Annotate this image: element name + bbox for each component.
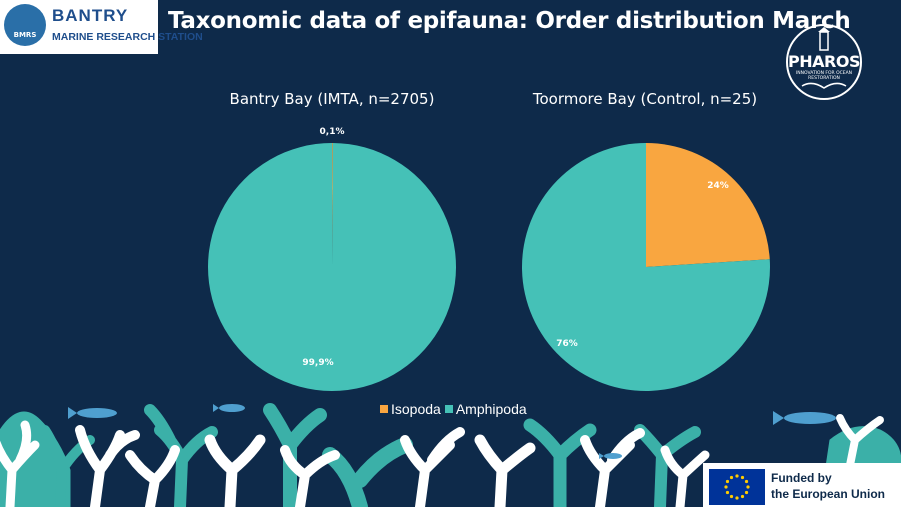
legend-swatch-isopoda <box>380 405 388 413</box>
eu-star-icon <box>724 485 728 489</box>
logo-name: BANTRY <box>52 6 129 25</box>
eu-star-icon <box>729 494 734 499</box>
pie-slice-amphipoda <box>208 143 457 391</box>
eu-flag-icon <box>709 469 765 505</box>
eu-star-icon <box>740 494 745 499</box>
bantry-logo: BMRS BANTRY MARINE RESEARCH STATION <box>0 0 203 54</box>
eu-star-icon <box>744 479 749 484</box>
eu-line-2: the European Union <box>771 487 885 501</box>
logo-mark-text: BMRS <box>13 31 37 39</box>
chart-legend: Isopoda Amphipoda <box>380 401 531 417</box>
eu-star-icon <box>735 496 739 500</box>
pie-slice-isopoda <box>646 143 770 267</box>
pie-title-bantry: Bantry Bay (IMTA, n=2705) <box>229 90 435 108</box>
fish-icon <box>784 412 836 424</box>
data-label-isopoda: 0,1% <box>320 127 345 137</box>
pie-slice-amphipoda <box>522 143 770 391</box>
pharos-name: PHAROS <box>788 52 860 71</box>
data-label-amphipoda: 76% <box>556 339 578 349</box>
data-label-isopoda: 24% <box>707 181 729 191</box>
legend-item-isopoda: Isopoda <box>380 401 441 417</box>
eu-star-icon <box>740 475 745 480</box>
legend-label-amphipoda: Amphipoda <box>455 401 527 417</box>
eu-line-1: Funded by <box>771 471 832 485</box>
fish-icon <box>604 453 622 459</box>
eu-star-icon <box>725 490 730 495</box>
fish-icon <box>77 408 117 418</box>
pie-title-toormore: Toormore Bay (Control, n=25) <box>532 90 758 108</box>
bantry-logo-mark: BMRS <box>4 4 46 46</box>
eu-star-icon <box>725 479 730 484</box>
eu-star-icon <box>735 474 739 478</box>
fish-icon <box>219 404 245 412</box>
data-label-amphipoda: 99,9% <box>302 358 333 368</box>
legend-item-amphipoda: Amphipoda <box>444 401 527 417</box>
eu-stars-icon <box>724 474 750 500</box>
logo-subtitle: MARINE RESEARCH STATION <box>52 31 203 43</box>
eu-star-icon <box>729 475 734 480</box>
eu-funding-text: Funded by the European Union <box>771 470 885 502</box>
eu-star-icon <box>744 490 749 495</box>
slide-title: Taxonomic data of epifauna: Order distri… <box>168 8 851 34</box>
legend-label-isopoda: Isopoda <box>391 401 441 417</box>
eu-star-icon <box>746 485 750 489</box>
lighthouse-icon <box>801 27 847 89</box>
pharos-tagline: INNOVATION FOR OCEAN RESTORATION <box>795 71 853 81</box>
pie-slice-isopoda <box>332 143 333 267</box>
pharos-logo: PHAROS INNOVATION FOR OCEAN RESTORATION <box>786 24 862 100</box>
legend-swatch-amphipoda <box>444 405 453 413</box>
eu-funding-badge: Funded by the European Union <box>703 463 901 507</box>
